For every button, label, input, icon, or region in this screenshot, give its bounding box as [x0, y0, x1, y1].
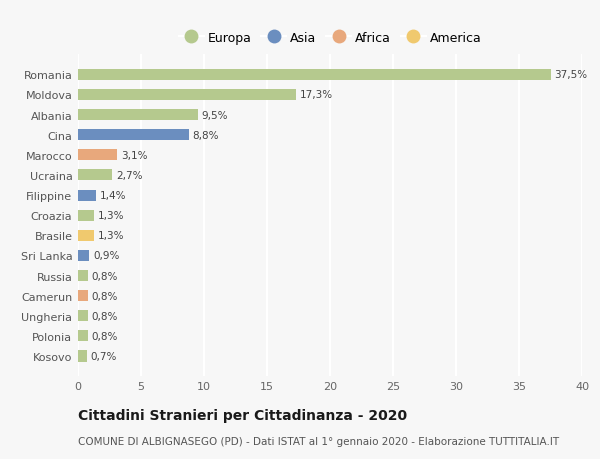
Text: 0,8%: 0,8%	[92, 331, 118, 341]
Text: 37,5%: 37,5%	[554, 70, 587, 80]
Bar	[78, 150, 117, 161]
Bar	[78, 110, 198, 121]
Text: 17,3%: 17,3%	[300, 90, 333, 100]
Bar	[78, 70, 551, 81]
Bar	[78, 311, 88, 322]
Text: 0,9%: 0,9%	[93, 251, 119, 261]
Text: 1,3%: 1,3%	[98, 211, 125, 221]
Text: 0,8%: 0,8%	[92, 311, 118, 321]
Text: 8,8%: 8,8%	[193, 130, 219, 140]
Bar	[78, 190, 95, 201]
Bar	[78, 130, 189, 141]
Bar	[78, 250, 89, 262]
Text: 1,3%: 1,3%	[98, 231, 125, 241]
Text: 2,7%: 2,7%	[116, 171, 142, 180]
Bar	[78, 351, 87, 362]
Bar	[78, 330, 88, 341]
Text: 0,7%: 0,7%	[91, 351, 117, 361]
Bar	[78, 210, 94, 221]
Bar	[78, 170, 112, 181]
Text: 0,8%: 0,8%	[92, 291, 118, 301]
Text: COMUNE DI ALBIGNASEGO (PD) - Dati ISTAT al 1° gennaio 2020 - Elaborazione TUTTIT: COMUNE DI ALBIGNASEGO (PD) - Dati ISTAT …	[78, 436, 559, 446]
Text: 1,4%: 1,4%	[100, 190, 126, 201]
Text: 9,5%: 9,5%	[202, 110, 228, 120]
Text: 0,8%: 0,8%	[92, 271, 118, 281]
Legend: Europa, Asia, Africa, America: Europa, Asia, Africa, America	[176, 29, 484, 47]
Text: 3,1%: 3,1%	[121, 151, 148, 161]
Bar	[78, 291, 88, 302]
Bar	[78, 90, 296, 101]
Bar	[78, 230, 94, 241]
Text: Cittadini Stranieri per Cittadinanza - 2020: Cittadini Stranieri per Cittadinanza - 2…	[78, 409, 407, 422]
Bar	[78, 270, 88, 281]
